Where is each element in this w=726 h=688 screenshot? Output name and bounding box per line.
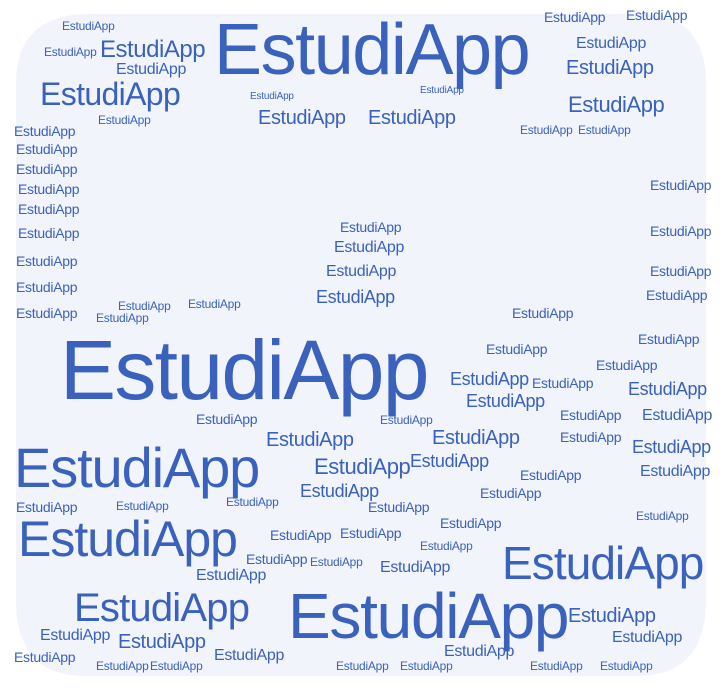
cloud-word: EstudiApp bbox=[74, 586, 250, 630]
cloud-word: EstudiApp bbox=[532, 375, 594, 391]
cloud-word: EstudiApp bbox=[214, 10, 531, 90]
cloud-word: EstudiApp bbox=[334, 239, 405, 256]
cloud-word: EstudiApp bbox=[62, 19, 115, 33]
cloud-word: EstudiApp bbox=[600, 659, 653, 673]
cloud-word: EstudiApp bbox=[116, 61, 187, 78]
cloud-word: EstudiApp bbox=[258, 107, 346, 129]
cloud-word: EstudiApp bbox=[96, 659, 149, 673]
speech-bubble-outline bbox=[16, 14, 706, 676]
cloud-word: EstudiApp bbox=[96, 311, 149, 325]
cloud-word: EstudiApp bbox=[380, 559, 451, 576]
cloud-word: EstudiApp bbox=[578, 123, 631, 137]
cloud-word: EstudiApp bbox=[636, 509, 689, 523]
cloud-word: EstudiApp bbox=[14, 436, 260, 499]
cloud-word: EstudiApp bbox=[530, 659, 583, 673]
cloud-word: EstudiApp bbox=[314, 454, 411, 479]
cloud-word: EstudiApp bbox=[16, 499, 78, 515]
cloud-word: EstudiApp bbox=[60, 323, 429, 417]
cloud-word: EstudiApp bbox=[432, 427, 520, 449]
cloud-word: EstudiApp bbox=[638, 331, 700, 347]
cloud-word: EstudiApp bbox=[628, 379, 707, 399]
cloud-word: EstudiApp bbox=[410, 451, 489, 471]
cloud-word: EstudiApp bbox=[576, 35, 647, 52]
cloud-word: EstudiApp bbox=[642, 407, 713, 424]
cloud-word: EstudiApp bbox=[512, 305, 574, 321]
cloud-word: EstudiApp bbox=[40, 627, 111, 644]
cloud-word: EstudiApp bbox=[502, 537, 704, 589]
cloud-word: EstudiApp bbox=[266, 429, 354, 451]
cloud-word: EstudiApp bbox=[40, 76, 181, 112]
cloud-word: EstudiApp bbox=[16, 161, 78, 177]
cloud-word: EstudiApp bbox=[14, 123, 76, 139]
cloud-word: EstudiApp bbox=[566, 57, 654, 79]
cloud-word: EstudiApp bbox=[150, 659, 203, 673]
cloud-word: EstudiApp bbox=[486, 341, 548, 357]
cloud-word: EstudiApp bbox=[18, 181, 80, 197]
cloud-word: EstudiApp bbox=[118, 299, 171, 313]
cloud-word: EstudiApp bbox=[544, 9, 606, 25]
cloud-word: EstudiApp bbox=[520, 467, 582, 483]
cloud-word: EstudiApp bbox=[444, 643, 515, 660]
cloud-word: EstudiApp bbox=[650, 263, 712, 279]
cloud-word: EstudiApp bbox=[450, 369, 529, 389]
cloud-word: EstudiApp bbox=[326, 263, 397, 280]
cloud-word: EstudiApp bbox=[400, 659, 453, 673]
cloud-word: EstudiApp bbox=[520, 123, 573, 137]
cloud-word: EstudiApp bbox=[250, 91, 294, 102]
cloud-word: EstudiApp bbox=[612, 629, 683, 646]
cloud-word: EstudiApp bbox=[18, 511, 238, 567]
cloud-word: EstudiApp bbox=[116, 499, 169, 513]
cloud-word: EstudiApp bbox=[214, 647, 285, 664]
cloud-word: EstudiApp bbox=[650, 177, 712, 193]
cloud-word: EstudiApp bbox=[16, 279, 78, 295]
cloud-word: EstudiApp bbox=[196, 567, 267, 584]
cloud-word: EstudiApp bbox=[480, 485, 542, 501]
cloud-word: EstudiApp bbox=[188, 297, 241, 311]
cloud-word: EstudiApp bbox=[18, 225, 80, 241]
cloud-word: EstudiApp bbox=[420, 85, 464, 96]
cloud-word: EstudiApp bbox=[16, 141, 78, 157]
cloud-word: EstudiApp bbox=[632, 437, 711, 457]
cloud-word: EstudiApp bbox=[270, 527, 332, 543]
cloud-word: EstudiApp bbox=[596, 357, 658, 373]
cloud-word: EstudiApp bbox=[44, 45, 97, 59]
cloud-word: EstudiApp bbox=[560, 429, 622, 445]
cloud-word: EstudiApp bbox=[368, 107, 456, 129]
cloud-word: EstudiApp bbox=[568, 605, 656, 627]
cloud-word: EstudiApp bbox=[16, 253, 78, 269]
cloud-word: EstudiApp bbox=[440, 515, 502, 531]
cloud-word: EstudiApp bbox=[568, 92, 665, 117]
cloud-word: EstudiApp bbox=[420, 539, 473, 553]
cloud-word: EstudiApp bbox=[196, 411, 258, 427]
cloud-word: EstudiApp bbox=[300, 481, 379, 501]
cloud-word: EstudiApp bbox=[310, 555, 363, 569]
cloud-word: EstudiApp bbox=[246, 551, 308, 567]
cloud-word: EstudiApp bbox=[340, 219, 402, 235]
cloud-word: EstudiApp bbox=[118, 631, 206, 653]
cloud-word: EstudiApp bbox=[650, 223, 712, 239]
cloud-word: EstudiApp bbox=[560, 407, 622, 423]
cloud-word: EstudiApp bbox=[466, 391, 545, 411]
cloud-word: EstudiApp bbox=[380, 413, 433, 427]
cloud-word: EstudiApp bbox=[640, 463, 711, 480]
cloud-word: EstudiApp bbox=[288, 580, 570, 652]
cloud-word: EstudiApp bbox=[336, 659, 389, 673]
cloud-word: EstudiApp bbox=[16, 305, 78, 321]
cloud-word: EstudiApp bbox=[18, 201, 80, 217]
cloud-word: EstudiApp bbox=[368, 499, 430, 515]
cloud-word: EstudiApp bbox=[316, 287, 395, 307]
cloud-word: EstudiApp bbox=[100, 36, 206, 63]
cloud-word: EstudiApp bbox=[646, 287, 708, 303]
cloud-word: EstudiApp bbox=[340, 525, 402, 541]
cloud-word: EstudiApp bbox=[14, 649, 76, 665]
cloud-word: EstudiApp bbox=[226, 495, 279, 509]
cloud-word: EstudiApp bbox=[98, 113, 151, 127]
cloud-word: EstudiApp bbox=[626, 7, 688, 23]
